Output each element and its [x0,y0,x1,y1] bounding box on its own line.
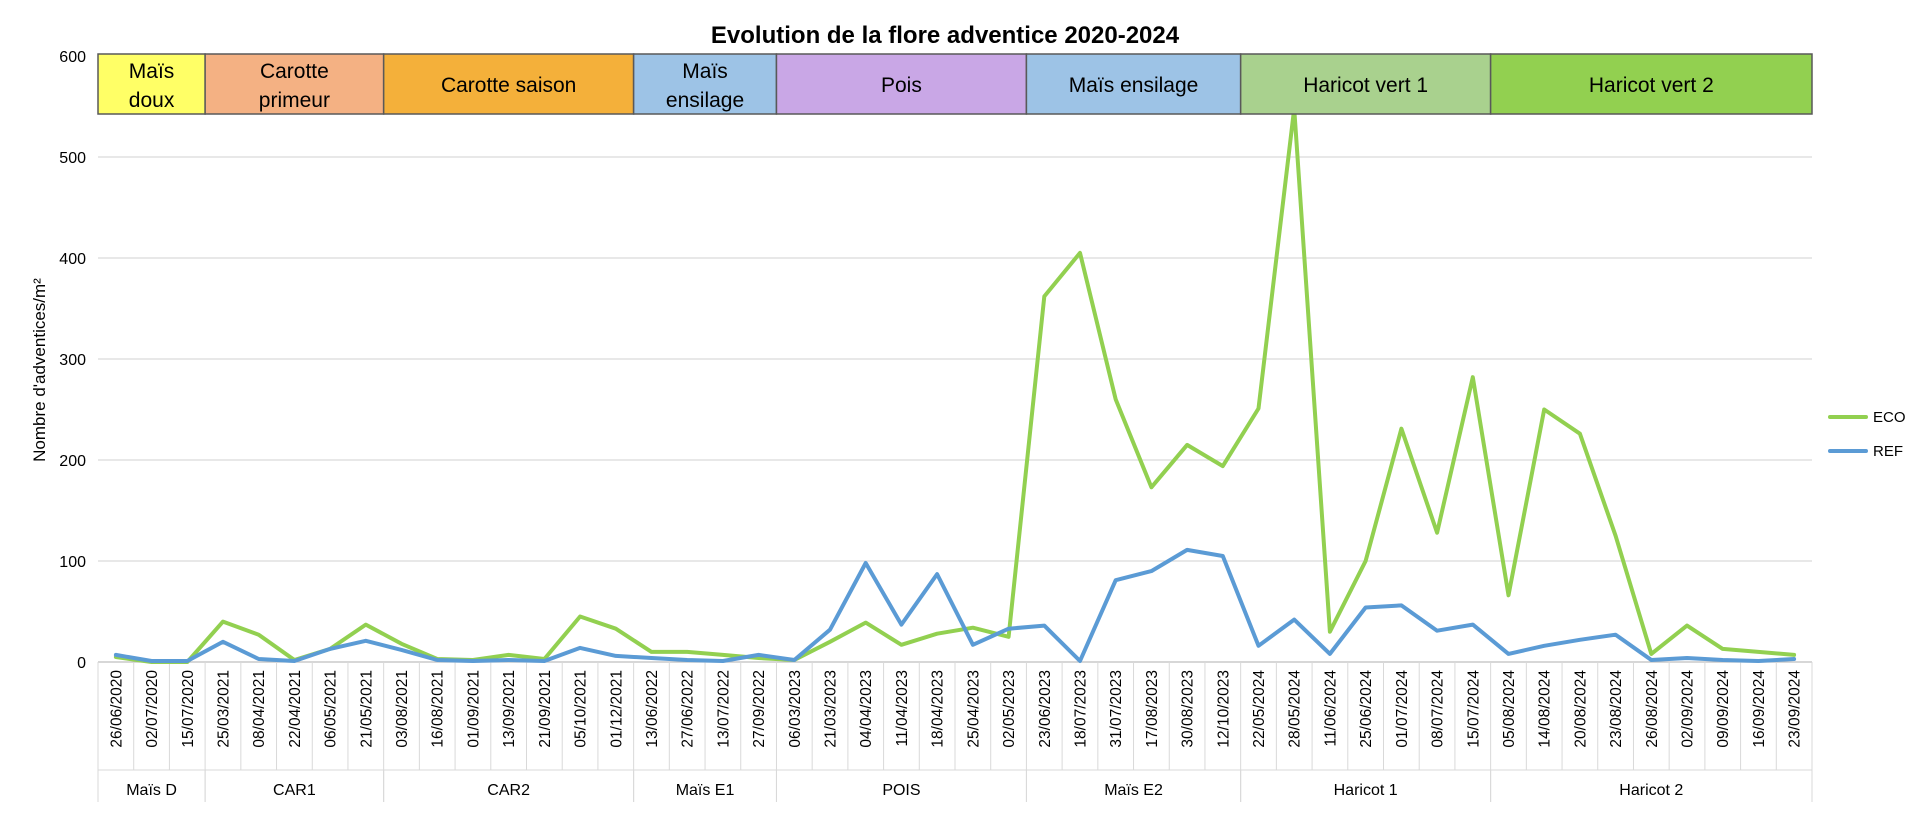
x-tick-label: 12/10/2023 [1215,670,1232,748]
crop-band [1489,53,1813,115]
x-tick-label: 15/07/2020 [180,670,197,748]
legend-label: ECO [1873,409,1906,426]
group-label: CAR1 [273,782,316,799]
crop-band [382,53,635,115]
x-tick-label: 03/08/2021 [394,670,411,748]
crop-band [97,53,206,115]
y-tick-label: 0 [77,655,86,672]
x-tick-label: 13/06/2022 [644,670,661,748]
group-label: Haricot 1 [1334,782,1398,799]
series-lines [113,106,1797,664]
x-tick-label: 30/08/2023 [1180,670,1197,748]
x-tick-label: 28/05/2024 [1287,670,1304,748]
crop-band-label: Carotte [260,60,329,83]
y-axis-ticks: 0 100 200 300 400 500 600 [59,49,86,672]
crop-band [1025,53,1242,115]
x-tick-label: 22/05/2024 [1251,670,1268,748]
x-tick-label: 20/08/2024 [1572,670,1589,748]
x-tick-label: 16/09/2024 [1751,670,1768,748]
x-tick-label: 02/07/2020 [144,670,161,748]
x-tick-label: 25/03/2021 [215,670,232,748]
crop-band-label: Haricot vert 2 [1589,74,1714,97]
x-tick-label: 01/09/2021 [465,670,482,748]
x-tick-label: 08/07/2024 [1430,670,1447,748]
legend: ECO REF [1828,409,1906,460]
crop-band [1239,53,1492,115]
crop-band-label: primeur [259,89,330,112]
group-label: Maïs E2 [1104,782,1163,799]
x-tick-label: 23/08/2024 [1608,670,1625,748]
group-label: POIS [882,782,920,799]
x-tick-label: 02/09/2024 [1680,670,1697,748]
x-tick-label: 02/05/2023 [1001,670,1018,748]
crop-bands: Maïs doux Carotte primeur Carotte saison Maïs… [97,53,1813,115]
x-tick-label: 21/05/2021 [358,670,375,748]
x-tick-label: 18/07/2023 [1072,670,1089,748]
x-tick-label: 06/03/2023 [787,670,804,748]
x-tick-label: 01/12/2021 [608,670,625,748]
x-tick-label: 11/06/2024 [1322,670,1339,747]
y-tick-label: 200 [59,453,86,470]
x-tick-label: 26/06/2020 [108,670,125,748]
crop-band-label: ensilage [666,89,744,112]
x-tick-label: 18/04/2023 [930,670,947,748]
crop-band-label: Maïs [129,60,175,83]
x-tick-label: 22/04/2021 [287,670,304,748]
x-tick-label: 27/06/2022 [680,670,697,748]
y-tick-label: 500 [59,150,86,167]
x-tick-label: 01/07/2024 [1394,670,1411,748]
x-tick-label: 06/05/2021 [323,670,340,748]
chart-title: Evolution de la flore adventice 2020-202… [711,22,1180,49]
group-label: Maïs D [126,782,177,799]
x-tick-label: 17/08/2023 [1144,670,1161,748]
x-tick-label: 23/06/2023 [1037,670,1054,748]
y-tick-label: 400 [59,251,86,268]
x-tick-label: 14/08/2024 [1537,670,1554,748]
group-label: Maïs E1 [676,782,735,799]
x-tick-label: 25/06/2024 [1358,670,1375,748]
crop-band-label: Maïs ensilage [1069,74,1199,97]
crop-band [204,53,385,115]
x-tick-label: 13/07/2022 [715,670,732,748]
x-tick-label: 11/04/2023 [894,670,911,746]
group-label: Haricot 2 [1619,782,1683,799]
x-tick-label: 23/09/2024 [1787,670,1804,748]
x-tick-label: 31/07/2023 [1108,670,1125,748]
series-line-ref [113,547,1797,663]
crop-band [632,53,778,115]
x-tick-label: 21/03/2023 [823,670,840,748]
y-tick-label: 300 [59,352,86,369]
crop-band-label: doux [129,89,175,112]
x-tick-label: 08/04/2021 [251,670,268,748]
x-tick-label: 25/04/2023 [965,670,982,748]
x-tick-label: 13/09/2021 [501,670,518,748]
series-line-eco [113,106,1797,664]
y-tick-label: 600 [59,49,86,66]
x-tick-label: 09/09/2024 [1715,670,1732,748]
x-axis: 26/06/2020 02/07/2020 15/07/2020 25/03/2021… [97,661,1813,802]
y-tick-label: 100 [59,554,86,571]
x-tick-label: 05/08/2024 [1501,670,1518,748]
crop-band-label: Haricot vert 1 [1303,74,1428,97]
grid-lines [98,55,1812,562]
group-label: CAR2 [487,782,530,799]
x-tick-label: 16/08/2021 [430,670,447,748]
y-axis-label: Nombre d'adventices/m² [30,278,49,462]
x-tick-label: 21/09/2021 [537,670,554,748]
x-tick-label: 05/10/2021 [573,670,590,748]
x-tick-label: 15/07/2024 [1465,670,1482,748]
x-tick-label: 26/08/2024 [1644,670,1661,748]
crop-band [775,53,1028,115]
x-tick-label: 27/09/2022 [751,670,768,748]
x-tick-label: 04/04/2023 [858,670,875,748]
crop-band-label: Pois [881,74,922,97]
crop-band-label: Carotte saison [441,74,576,97]
crop-band-label: Maïs [682,60,728,83]
legend-label: REF [1873,443,1903,460]
